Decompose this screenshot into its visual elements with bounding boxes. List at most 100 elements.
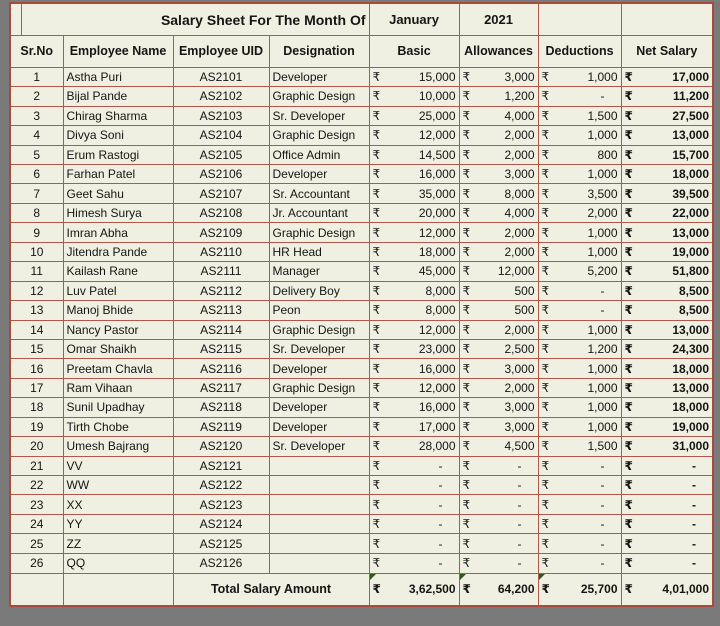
col-header-designation[interactable]: Designation [268,35,370,68]
designation-cell[interactable] [268,533,370,554]
basic-cell[interactable]: ₹45,000 [368,261,460,282]
total-net-salary-cell[interactable]: ₹ 4,01,000 [620,572,714,607]
employee-name-cell[interactable]: Kailash Rane [62,261,174,282]
allowances-cell[interactable]: ₹2,000 [458,144,539,166]
col-header-basic[interactable]: Basic [368,35,460,68]
sr-no-cell[interactable]: 21 [9,455,64,477]
allowances-cell[interactable]: ₹ - [458,475,539,496]
employee-uid-cell[interactable]: AS2123 [172,494,270,515]
net-salary-cell[interactable]: ₹ - [620,552,714,574]
basic-cell[interactable]: ₹16,000 [368,164,460,185]
employee-uid-cell[interactable]: AS2116 [172,358,270,379]
designation-cell[interactable] [268,455,370,477]
sr-no-cell[interactable]: 14 [9,319,64,340]
basic-cell[interactable]: ₹12,000 [368,377,460,399]
allowances-cell[interactable]: ₹2,000 [458,377,539,399]
col-header-deductions[interactable]: Deductions [537,35,622,68]
net-salary-cell[interactable]: ₹11,200 [620,86,714,107]
deductions-cell[interactable]: ₹ - [537,300,622,321]
col-header-allowances[interactable]: Allowances [458,35,539,68]
sr-no-cell[interactable]: 7 [9,183,64,204]
employee-uid-cell[interactable]: AS2112 [172,280,270,302]
employee-uid-cell[interactable]: AS2108 [172,202,270,224]
deductions-cell[interactable]: ₹2,000 [537,202,622,224]
employee-uid-cell[interactable]: AS2121 [172,455,270,477]
employee-uid-cell[interactable]: AS2101 [172,66,270,88]
net-salary-cell[interactable]: ₹51,800 [620,261,714,282]
allowances-cell[interactable]: ₹3,000 [458,66,539,88]
designation-cell[interactable]: Delivery Boy [268,280,370,302]
employee-uid-cell[interactable]: AS2118 [172,397,270,418]
allowances-cell[interactable]: ₹1,200 [458,86,539,107]
empty-header-cell[interactable] [620,2,714,37]
designation-cell[interactable]: Sr. Accountant [268,183,370,204]
employee-uid-cell[interactable]: AS2105 [172,144,270,166]
designation-cell[interactable]: HR Head [268,241,370,263]
employee-name-cell[interactable]: WW [62,475,174,496]
net-salary-cell[interactable]: ₹19,000 [620,241,714,263]
sr-no-cell[interactable]: 26 [9,552,64,574]
allowances-cell[interactable]: ₹ - [458,513,539,535]
sr-no-cell[interactable]: 18 [9,397,64,418]
employee-name-cell[interactable]: Ram Vihaan [62,377,174,399]
allowances-cell[interactable]: ₹2,000 [458,319,539,340]
employee-name-cell[interactable]: Nancy Pastor [62,319,174,340]
employee-uid-cell[interactable]: AS2114 [172,319,270,340]
basic-cell[interactable]: ₹ - [368,455,460,477]
employee-uid-cell[interactable]: AS2109 [172,222,270,243]
designation-cell[interactable]: Developer [268,164,370,185]
employee-name-cell[interactable]: ZZ [62,533,174,554]
employee-name-cell[interactable]: Imran Abha [62,222,174,243]
sr-no-cell[interactable]: 15 [9,338,64,360]
employee-name-cell[interactable]: Tirth Chobe [62,416,174,438]
employee-uid-cell[interactable]: AS2104 [172,125,270,146]
sr-no-cell[interactable]: 4 [9,125,64,146]
deductions-cell[interactable]: ₹ - [537,552,622,574]
designation-cell[interactable]: Developer [268,397,370,418]
employee-name-cell[interactable]: QQ [62,552,174,574]
allowances-cell[interactable]: ₹3,000 [458,397,539,418]
deductions-cell[interactable]: ₹1,000 [537,397,622,418]
net-salary-cell[interactable]: ₹ - [620,494,714,515]
net-salary-cell[interactable]: ₹13,000 [620,377,714,399]
allowances-cell[interactable]: ₹3,000 [458,358,539,379]
basic-cell[interactable]: ₹20,000 [368,202,460,224]
sheet-title-cell[interactable]: Salary Sheet For The Month Of [9,2,370,37]
sr-no-cell[interactable]: 25 [9,533,64,554]
designation-cell[interactable]: Manager [268,261,370,282]
deductions-cell[interactable]: ₹ - [537,533,622,554]
allowances-cell[interactable]: ₹3,000 [458,164,539,185]
net-salary-cell[interactable]: ₹18,000 [620,397,714,418]
deductions-cell[interactable]: ₹800 [537,144,622,166]
designation-cell[interactable]: Graphic Design [268,222,370,243]
deductions-cell[interactable]: ₹ - [537,475,622,496]
employee-uid-cell[interactable]: AS2113 [172,300,270,321]
employee-uid-cell[interactable]: AS2120 [172,436,270,457]
col-header-employee-name[interactable]: Employee Name [62,35,174,68]
net-salary-cell[interactable]: ₹ - [620,513,714,535]
designation-cell[interactable]: Graphic Design [268,319,370,340]
employee-name-cell[interactable]: Chirag Sharma [62,105,174,127]
allowances-cell[interactable]: ₹2,000 [458,222,539,243]
deductions-cell[interactable]: ₹1,000 [537,358,622,379]
employee-uid-cell[interactable]: AS2119 [172,416,270,438]
employee-uid-cell[interactable]: AS2124 [172,513,270,535]
basic-cell[interactable]: ₹16,000 [368,358,460,379]
deductions-cell[interactable]: ₹ - [537,86,622,107]
deductions-cell[interactable]: ₹5,200 [537,261,622,282]
designation-cell[interactable]: Jr. Accountant [268,202,370,224]
basic-cell[interactable]: ₹14,500 [368,144,460,166]
net-salary-cell[interactable]: ₹39,500 [620,183,714,204]
net-salary-cell[interactable]: ₹15,700 [620,144,714,166]
designation-cell[interactable]: Graphic Design [268,377,370,399]
basic-cell[interactable]: ₹12,000 [368,222,460,243]
designation-cell[interactable] [268,513,370,535]
employee-uid-cell[interactable]: AS2103 [172,105,270,127]
sr-no-cell[interactable]: 6 [9,164,64,185]
deductions-cell[interactable]: ₹1,000 [537,222,622,243]
allowances-cell[interactable]: ₹ - [458,552,539,574]
designation-cell[interactable]: Developer [268,416,370,438]
total-label-cell[interactable]: Total Salary Amount [172,572,370,607]
deductions-cell[interactable]: ₹1,000 [537,416,622,438]
basic-cell[interactable]: ₹ - [368,513,460,535]
